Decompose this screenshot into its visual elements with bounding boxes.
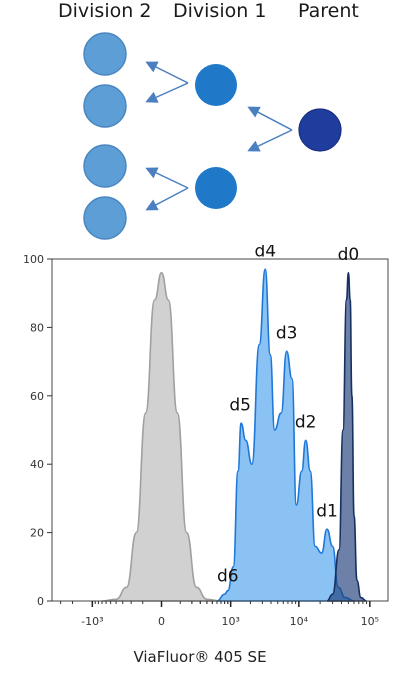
header-division-2: Division 2 [58,0,152,22]
division-2-cell-4 [83,196,127,240]
arrow-parent-to-d1b [247,129,293,152]
division-2-cell-3 [83,144,127,188]
parent-cell [298,108,342,152]
x-tick-label: 10⁵ [361,615,379,628]
proliferation-histogram: 0 20 40 60 80 100 -10³ 0 10³ 10⁴ 10⁵ d6 d5 d4 d3 d2 d1 d… [23,245,389,628]
y-tick-label: 100 [23,253,44,266]
arrow-d1a-to-d2b [145,82,189,103]
y-tick-label: 40 [30,458,44,471]
peak-label-d1: d1 [316,501,338,521]
division-1-cell-2 [195,167,237,209]
peak-label-d0: d0 [338,245,360,265]
x-tick-label: -10³ [81,615,103,628]
peak-label-d5: d5 [229,395,251,415]
peak-label-d6: d6 [217,566,239,586]
x-tick-label: 0 [158,615,165,628]
x-tick-label: 10⁴ [290,615,309,628]
header-division-1: Division 1 [173,0,267,22]
cell-division-diagram [83,32,342,240]
arrow-d1b-to-d2d [145,187,189,211]
series-2-area [216,268,355,602]
series-1-area [101,271,222,602]
y-tick-label: 60 [30,390,44,403]
division-2-cell-1 [83,32,127,76]
division-2-cell-2 [83,84,127,128]
y-tick-label: 0 [37,595,44,608]
division-1-cell-1 [195,64,237,106]
x-tick-label: 10³ [221,615,239,628]
y-tick-label: 20 [30,527,44,540]
arrow-d1b-to-d2c [145,167,189,189]
arrow-parent-to-d1a [247,106,293,131]
peak-label-d2: d2 [295,412,317,432]
plot-frame [51,258,389,602]
y-tick-label: 80 [30,321,44,334]
arrow-d1a-to-d2a [145,61,189,84]
series-3-area [326,271,367,602]
peak-label-d3: d3 [276,324,298,344]
x-axis-title: ViaFluor® 405 SE [133,648,267,666]
header-parent: Parent [298,0,359,22]
peak-label-d4: d4 [254,245,276,261]
